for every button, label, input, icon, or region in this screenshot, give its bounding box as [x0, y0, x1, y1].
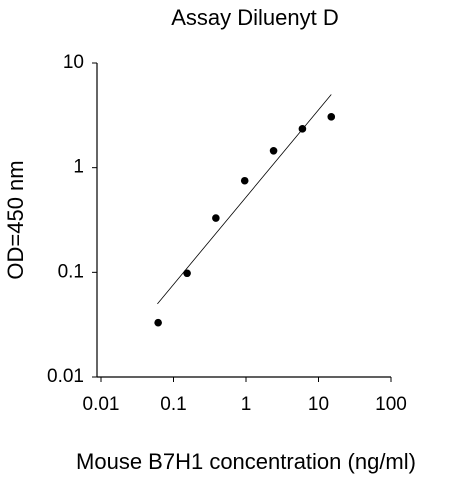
data-point — [327, 113, 336, 121]
data-point — [154, 318, 162, 327]
y-tick-label: 10 — [63, 52, 84, 73]
data-point — [240, 176, 249, 185]
data-point — [269, 146, 278, 155]
y-tick-label: 0.01 — [47, 366, 84, 387]
y-tick-label: 0.1 — [58, 261, 84, 282]
y-axis-label: OD=450 nm — [3, 160, 28, 279]
x-tick-label: 0.01 — [83, 394, 120, 415]
data-point — [298, 125, 307, 133]
x-tick-label: 10 — [308, 394, 329, 415]
data-point — [212, 214, 220, 222]
x-tick-label: 1 — [241, 394, 252, 415]
x-axis-label: Mouse B7H1 concentration (ng/ml) — [76, 449, 416, 474]
x-tick-label: 100 — [375, 394, 407, 415]
y-tick-label: 1 — [73, 157, 84, 178]
chart-title: Assay Diluenyt D — [171, 5, 339, 30]
x-tick-label: 0.1 — [160, 394, 186, 415]
data-point — [183, 269, 191, 278]
